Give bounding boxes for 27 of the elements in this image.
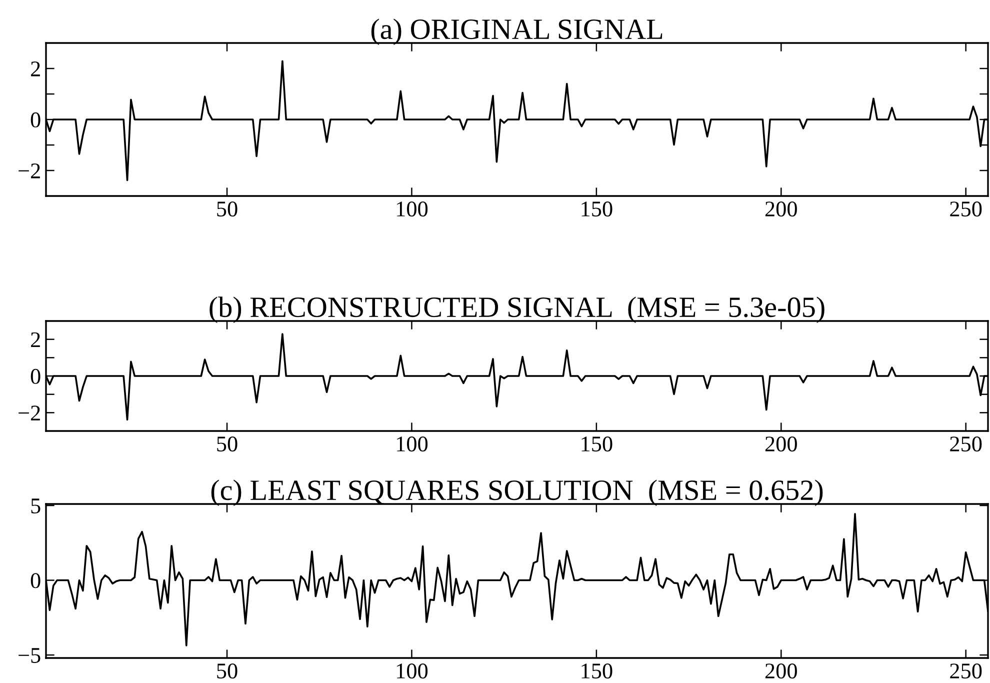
x-tick-label: 50 [217, 664, 238, 678]
y-tick-label: −2 [18, 406, 40, 420]
y-tick-label: 0 [30, 112, 40, 128]
y-tick-label: 2 [31, 61, 40, 76]
y-tick-label: 5 [31, 498, 40, 514]
x-tick-label: 250 [950, 664, 982, 678]
x-tick-label: 250 [950, 436, 982, 452]
y-tick-label: −5 [18, 648, 40, 663]
x-tick-label: 150 [582, 202, 612, 216]
x-tick-label: 150 [582, 664, 612, 678]
x-tick-label: 100 [397, 436, 428, 452]
x-tick-label: 200 [765, 436, 797, 452]
x-tick-label: 50 [217, 202, 238, 216]
x-tick-label: 250 [950, 202, 982, 216]
chart-title: (c) LEAST SQUARES SOLUTION (MSE = 0.652) [211, 480, 823, 506]
y-tick-label: 0 [30, 573, 40, 588]
x-tick-label: 200 [765, 202, 797, 216]
y-tick-label: 2 [31, 332, 40, 348]
y-tick-label: −2 [18, 163, 40, 178]
x-tick-label: 100 [397, 664, 428, 678]
x-tick-label: 100 [397, 202, 428, 216]
x-tick-label: 200 [765, 664, 797, 678]
x-tick-label: 150 [582, 436, 612, 452]
y-tick-label: 0 [30, 368, 40, 384]
chart-title: (a) ORIGINAL SIGNAL [371, 18, 662, 46]
x-tick-label: 50 [217, 436, 238, 452]
chart-title: (b) RECONSTRUCTED SIGNAL (MSE = 5.3e-05) [210, 296, 824, 324]
